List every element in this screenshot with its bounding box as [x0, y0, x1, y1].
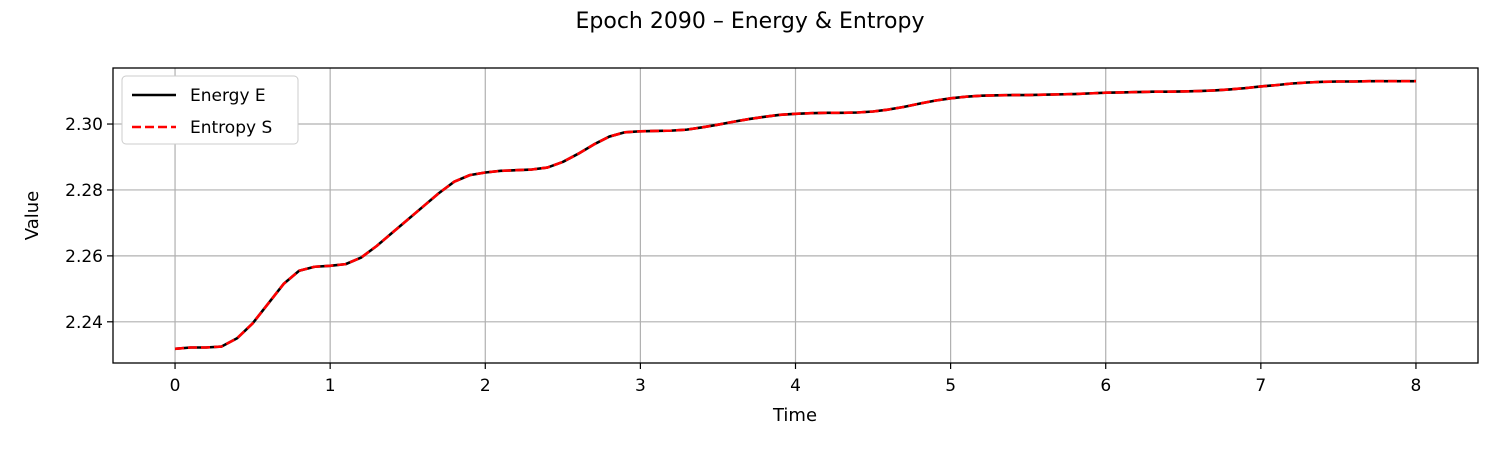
y-tick-label: 2.30 — [65, 115, 103, 135]
legend-label-entropy: Entropy S — [190, 118, 272, 138]
y-tick-label: 2.24 — [65, 313, 103, 333]
x-tick-label: 5 — [945, 376, 956, 396]
series-lines — [174, 79, 1416, 351]
x-tick-label: 7 — [1255, 376, 1266, 396]
x-tick-label: 1 — [325, 376, 336, 396]
y-tick-label: 2.26 — [65, 247, 103, 267]
chart-title: Epoch 2090 – Energy & Entropy — [576, 9, 925, 34]
y-axis-label: Value — [22, 191, 43, 240]
x-tick-label: 8 — [1411, 376, 1422, 396]
y-tick-label: 2.28 — [65, 181, 103, 201]
legend-label-energy: Energy E — [190, 86, 266, 106]
x-tick-label: 3 — [635, 376, 646, 396]
x-ticks: 0 1 2 3 4 5 6 7 8 — [170, 363, 1422, 396]
series-line-entropy-s — [174, 79, 1416, 351]
x-tick-label: 6 — [1100, 376, 1111, 396]
x-axis-label: Time — [772, 405, 817, 426]
x-tick-label: 2 — [480, 376, 491, 396]
legend: Energy E Entropy S — [121, 75, 299, 145]
x-tick-label: 0 — [170, 376, 181, 396]
x-tick-label: 4 — [790, 376, 801, 396]
grid-lines — [113, 68, 1478, 363]
y-ticks: 2.24 2.26 2.28 2.30 — [65, 115, 113, 333]
